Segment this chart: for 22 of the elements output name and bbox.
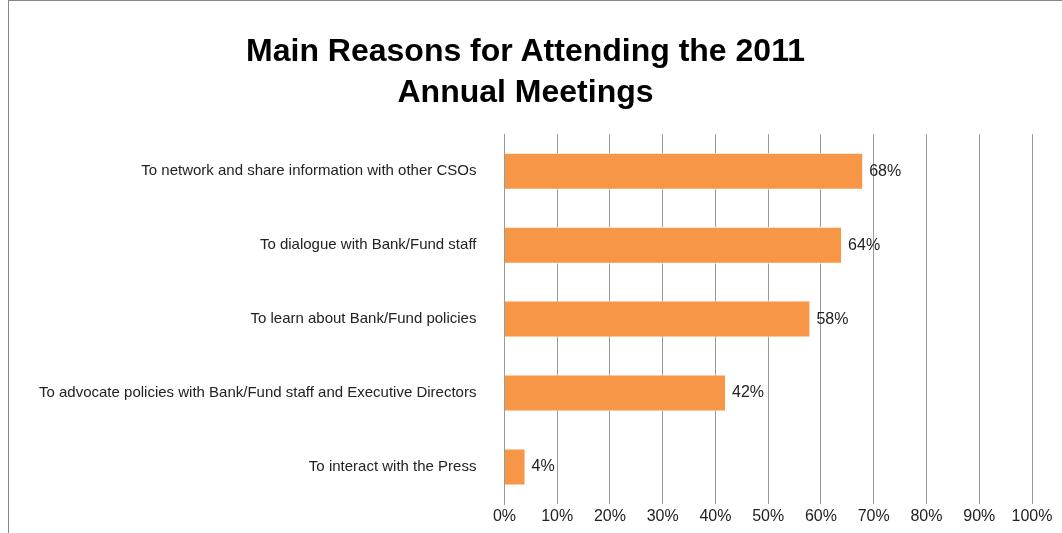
y-tick-label: To learn about Bank/Fund policies — [250, 309, 477, 327]
data-label: 64% — [848, 235, 881, 253]
x-tick-label: 0% — [492, 507, 517, 525]
y-tick-label: To dialogue with Bank/Fund staff — [259, 235, 478, 253]
chart-title: Main Reasons for Attending the 2011 Annual Meetings — [246, 31, 805, 110]
x-tick-label: 70% — [857, 507, 890, 525]
x-tick-label: 30% — [646, 507, 679, 525]
x-tick-label: 90% — [963, 507, 996, 525]
x-tick-label: 100% — [1011, 507, 1053, 525]
x-tick-label: 40% — [699, 507, 732, 525]
y-tick-label: To network and share information with other CSOs — [141, 161, 477, 179]
x-tick-label: 80% — [910, 507, 943, 525]
data-label: 4% — [531, 457, 555, 475]
data-label: 68% — [869, 161, 902, 179]
x-tick-label: 20% — [593, 507, 626, 525]
y-tick-label: To interact with the Press — [308, 457, 477, 475]
y-tick-label: To advocate policies with Bank/Fund staff and Executive Directors — [38, 383, 477, 401]
data-label: 58% — [816, 309, 849, 327]
data-label: 42% — [732, 383, 765, 401]
x-tick-label: 50% — [752, 507, 785, 525]
x-tick-label: 10% — [541, 507, 574, 525]
x-tick-label: 60% — [804, 507, 837, 525]
